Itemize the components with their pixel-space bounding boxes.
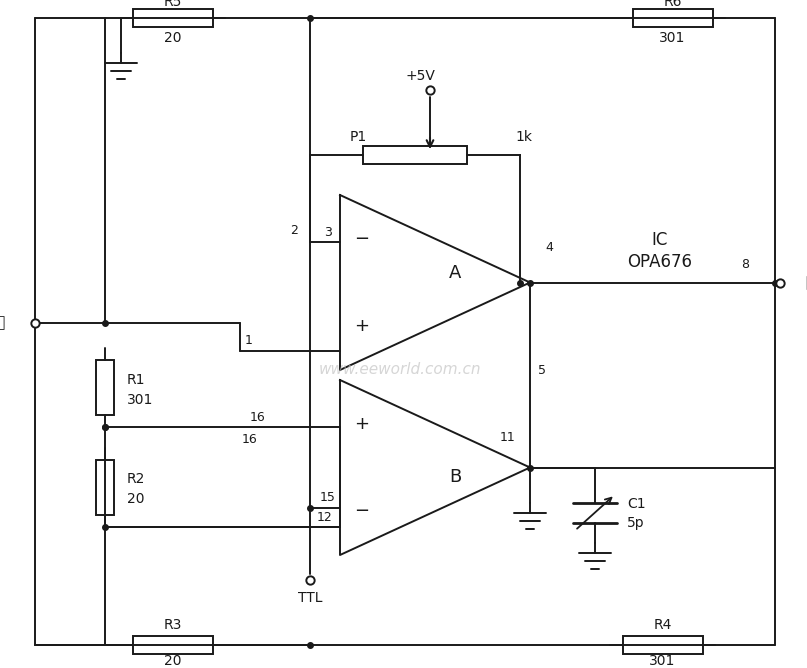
Text: 1k: 1k [515,130,532,144]
Text: +: + [354,415,370,434]
Text: 12: 12 [316,511,332,524]
Text: +: + [354,317,370,335]
Text: 3: 3 [324,226,332,238]
Text: B: B [449,468,461,486]
Text: 输入: 输入 [0,315,5,330]
Text: −: − [354,502,370,520]
Text: www.eeworld.com.cn: www.eeworld.com.cn [319,363,481,377]
Text: C1: C1 [627,498,646,512]
Text: 11: 11 [500,431,515,444]
Text: 5: 5 [538,363,546,377]
Text: 1: 1 [245,334,253,347]
Text: +5V: +5V [405,69,435,83]
Bar [96,360,114,415]
Bar [363,146,467,164]
Text: 4: 4 [545,241,553,254]
Text: R6: R6 [663,0,682,9]
Text: A: A [449,263,461,281]
Text: TTL: TTL [298,591,322,605]
Bar [132,9,212,27]
Text: 2: 2 [291,224,298,236]
Text: 301: 301 [650,654,675,668]
Text: R5: R5 [163,0,182,9]
Text: 16: 16 [250,411,266,424]
Text: 20: 20 [164,31,182,45]
Text: 20: 20 [127,492,144,506]
Bar [633,9,713,27]
Text: 16: 16 [242,433,258,446]
Text: OPA676: OPA676 [628,253,692,271]
Text: R3: R3 [163,618,182,632]
Text: 301: 301 [659,31,686,45]
Text: 15: 15 [320,491,336,504]
Text: 输出: 输出 [805,275,807,290]
Text: 20: 20 [164,654,182,668]
Text: −: − [354,230,370,248]
Bar [132,636,212,654]
Text: 5p: 5p [627,516,645,530]
Text: R1: R1 [127,373,145,387]
Text: R4: R4 [654,618,671,632]
Text: R2: R2 [127,472,145,486]
Text: 8: 8 [741,258,749,271]
Text: P1: P1 [349,130,366,144]
Text: 301: 301 [127,393,153,407]
Text: IC: IC [652,231,668,249]
Bar [96,460,114,515]
Bar [622,636,703,654]
